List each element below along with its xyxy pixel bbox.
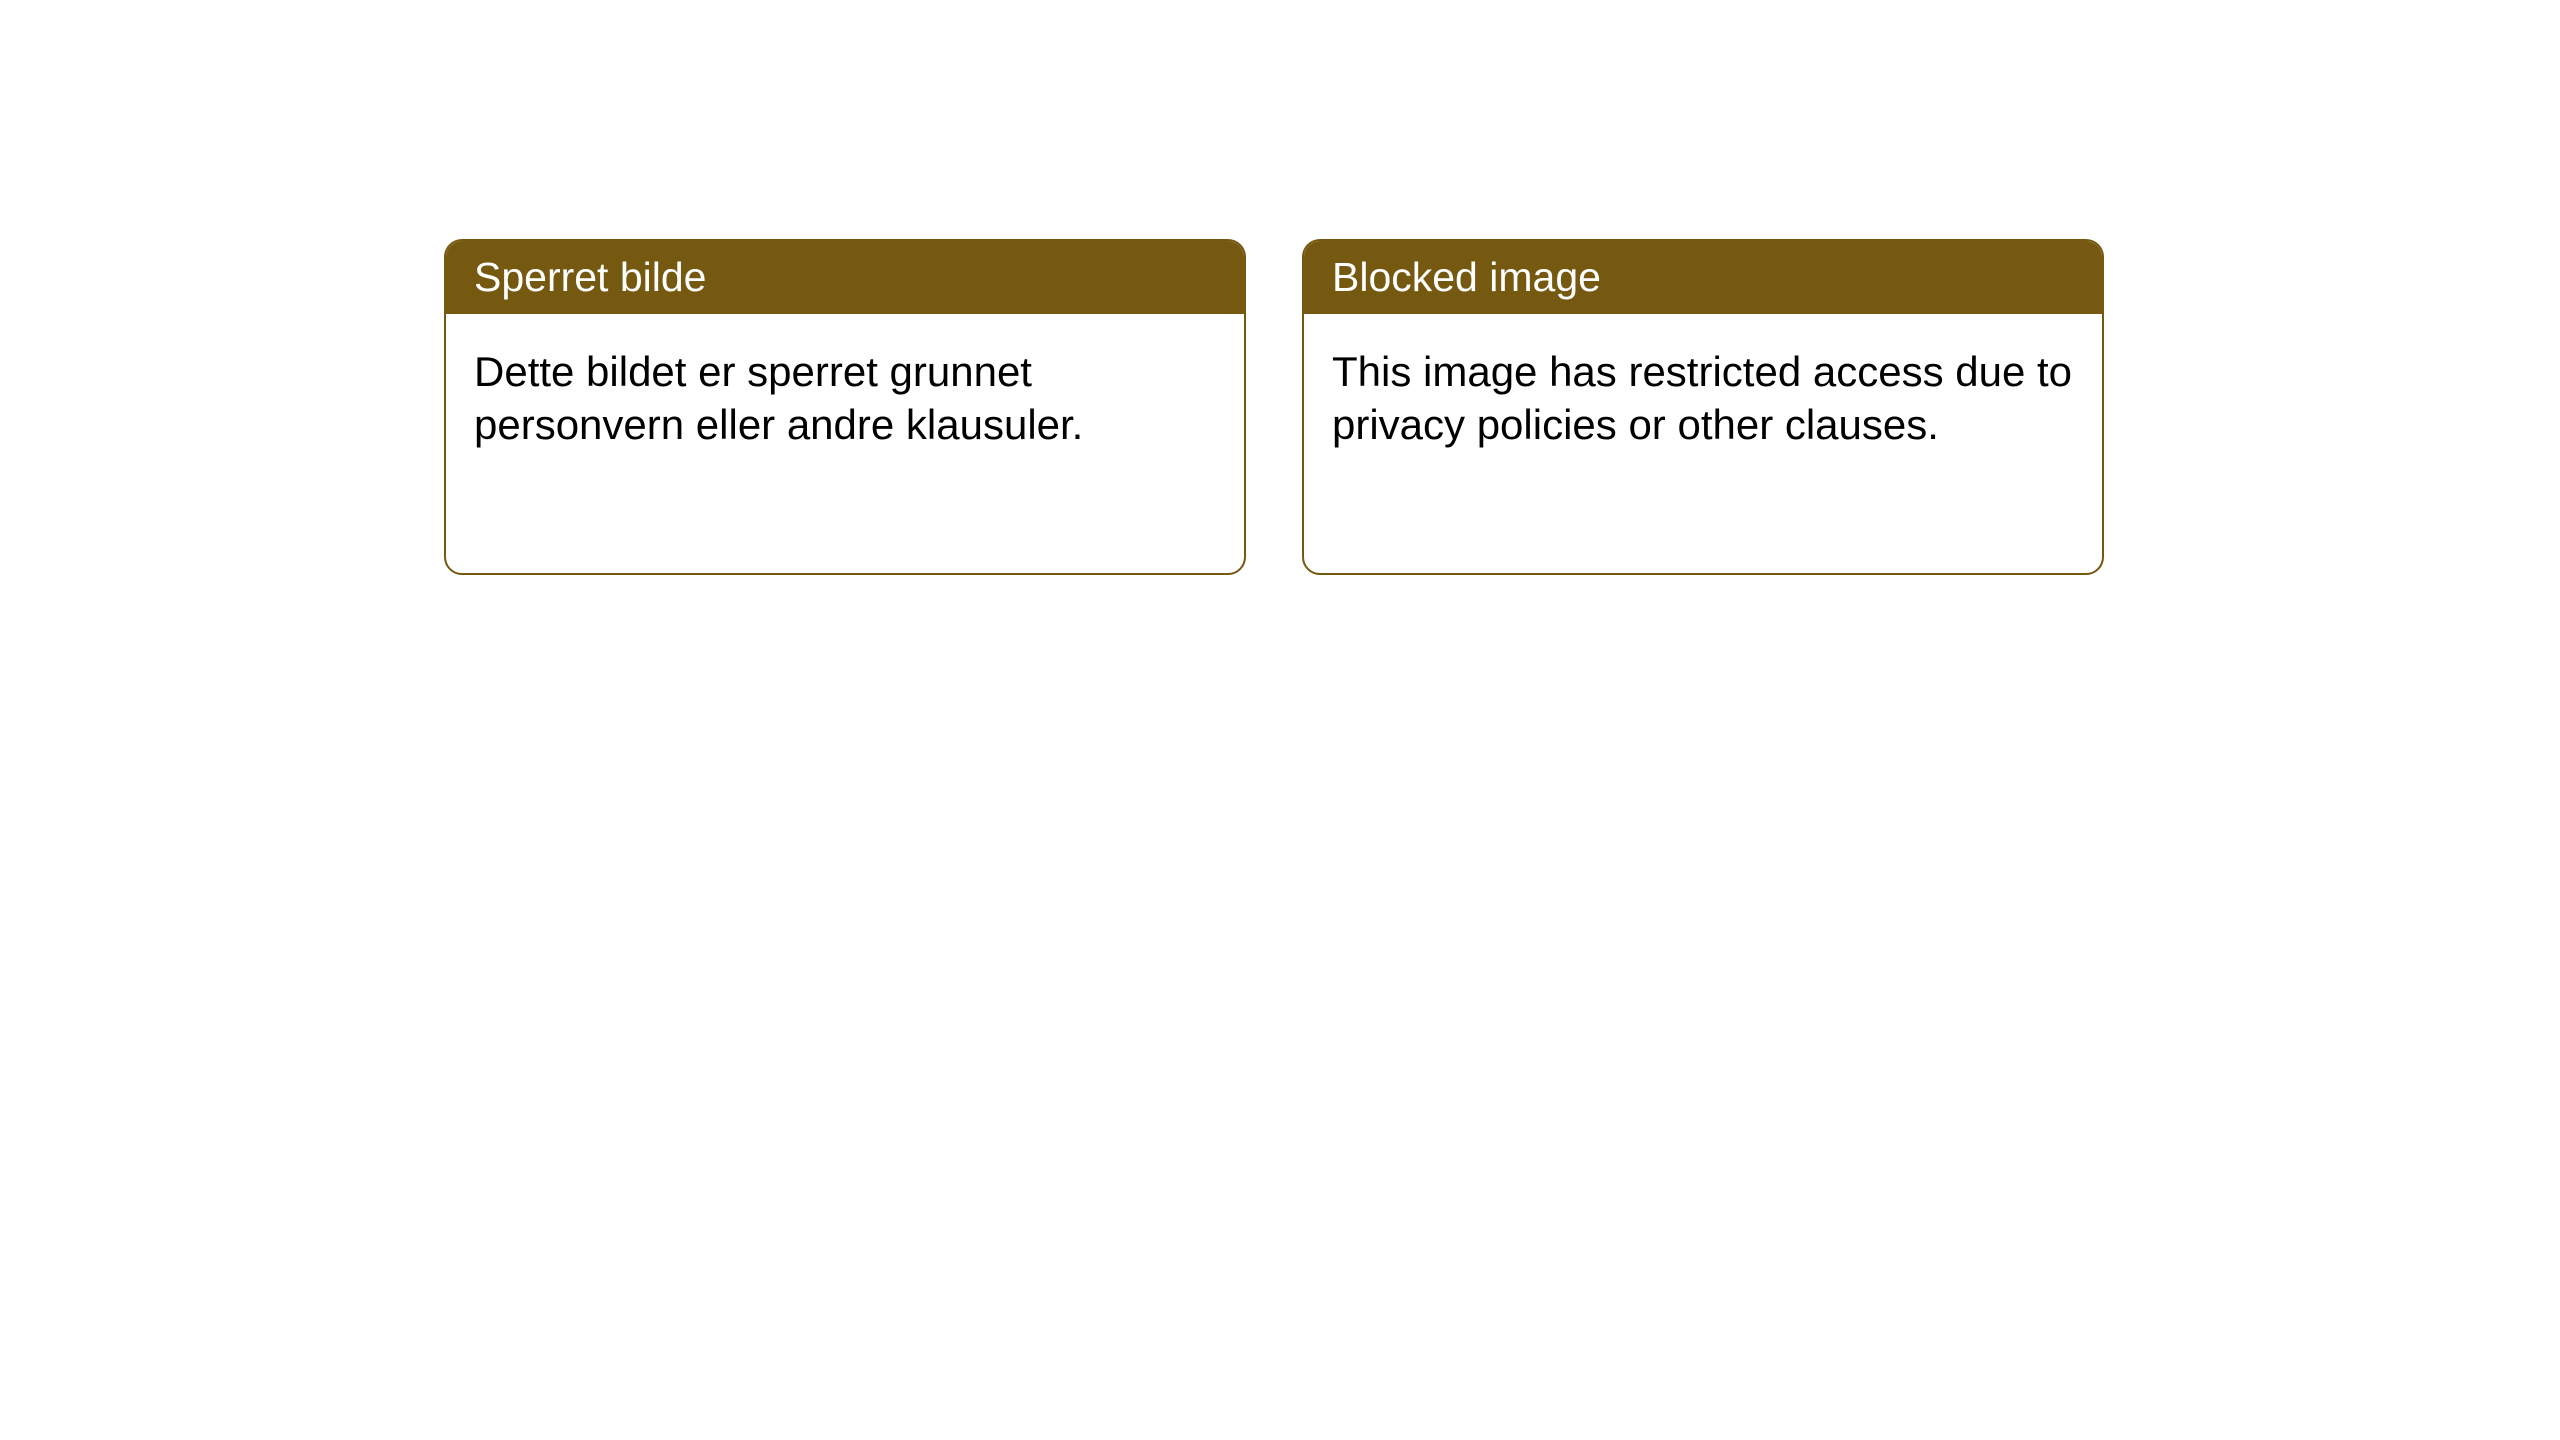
card-body-no: Dette bildet er sperret grunnet personve… — [446, 314, 1244, 483]
card-header-no: Sperret bilde — [446, 241, 1244, 314]
notice-container: Sperret bilde Dette bildet er sperret gr… — [444, 239, 2104, 575]
card-body-text-no: Dette bildet er sperret grunnet personve… — [474, 348, 1083, 448]
card-body-text-en: This image has restricted access due to … — [1332, 348, 2072, 448]
card-header-en: Blocked image — [1304, 241, 2102, 314]
notice-card-no: Sperret bilde Dette bildet er sperret gr… — [444, 239, 1246, 575]
card-title-no: Sperret bilde — [474, 254, 706, 300]
card-body-en: This image has restricted access due to … — [1304, 314, 2102, 483]
card-title-en: Blocked image — [1332, 254, 1601, 300]
notice-card-en: Blocked image This image has restricted … — [1302, 239, 2104, 575]
